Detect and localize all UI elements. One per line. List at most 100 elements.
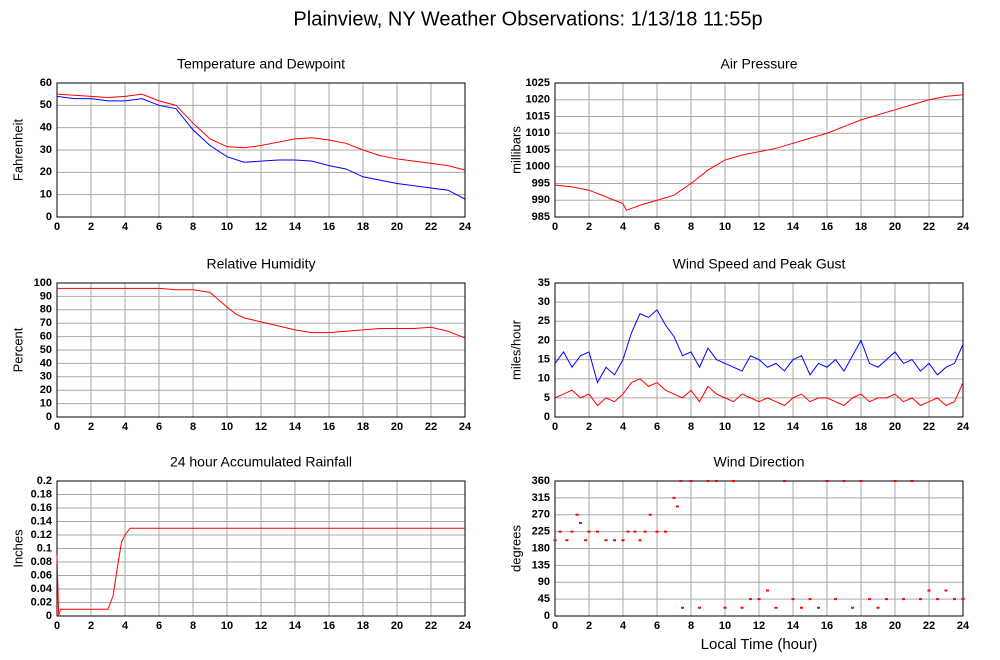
y-axis-label: Percent (10, 327, 25, 372)
x-tick-label: 14 (787, 620, 800, 632)
y-tick-label: 0 (46, 211, 52, 223)
point (596, 530, 599, 533)
y-axis-label: Fahrenheit (10, 119, 25, 182)
x-tick-label: 4 (620, 620, 627, 632)
y-tick-label: 25 (538, 315, 550, 327)
y-tick-label: 180 (532, 542, 550, 554)
series-line (56, 93, 466, 171)
y-tick-label: 5 (544, 392, 550, 404)
x-tick-label: 14 (787, 221, 800, 233)
point (715, 480, 718, 482)
point (961, 598, 965, 601)
x-tick-label: 0 (552, 620, 558, 632)
point (621, 539, 625, 542)
x-axis-label: Local Time (hour) (701, 636, 818, 653)
point (732, 480, 735, 482)
x-tick-label: 24 (459, 221, 472, 233)
y-tick-label: 10 (40, 398, 52, 410)
y-tick-label: 0.06 (31, 569, 52, 581)
x-tick-label: 4 (620, 421, 627, 433)
y-axis-label: miles/hour (508, 319, 523, 380)
panel-title: 24 hour Accumulated Rainfall (170, 454, 352, 470)
y-tick-label: 985 (532, 211, 550, 223)
x-tick-label: 20 (391, 620, 403, 632)
x-tick-label: 4 (122, 221, 129, 233)
y-tick-label: 1000 (526, 161, 550, 173)
x-tick-label: 22 (425, 620, 437, 632)
point (579, 522, 582, 524)
x-tick-label: 16 (323, 421, 335, 433)
x-tick-label: 18 (357, 421, 369, 433)
point (749, 598, 752, 601)
x-tick-label: 2 (88, 421, 94, 433)
panel-title: Temperature and Dewpoint (177, 56, 345, 72)
x-tick-label: 10 (221, 421, 233, 433)
x-tick-label: 10 (719, 421, 731, 433)
x-tick-label: 8 (190, 221, 196, 233)
x-tick-label: 20 (889, 221, 901, 233)
y-tick-label: 225 (532, 526, 550, 538)
y-axis-label: Inches (10, 529, 25, 568)
x-tick-label: 6 (156, 221, 162, 233)
point (587, 530, 591, 533)
y-tick-label: 270 (532, 509, 550, 521)
point (927, 589, 931, 592)
x-tick-label: 6 (156, 620, 162, 632)
x-tick-label: 14 (787, 421, 800, 433)
plot-frame (56, 82, 466, 218)
page-title: Plainview, NY Weather Observations: 1/13… (293, 8, 762, 30)
point (633, 530, 637, 533)
point (902, 598, 905, 601)
point (698, 606, 701, 609)
x-tick-label: 14 (289, 620, 302, 632)
y-tick-label: 100 (34, 277, 52, 289)
x-tick-label: 12 (753, 221, 765, 233)
x-tick-label: 8 (688, 421, 694, 433)
point (604, 539, 608, 542)
y-tick-label: 10 (40, 189, 52, 201)
x-tick-label: 12 (753, 421, 765, 433)
x-tick-label: 2 (586, 221, 592, 233)
point (706, 480, 710, 482)
x-tick-label: 10 (719, 221, 731, 233)
plot-frame (56, 282, 466, 418)
series-line (56, 95, 466, 200)
y-tick-label: 70 (40, 317, 52, 329)
point (638, 539, 642, 542)
point (664, 530, 667, 533)
x-tick-label: 2 (88, 620, 94, 632)
x-tick-label: 18 (855, 221, 867, 233)
y-tick-label: 60 (40, 77, 52, 89)
x-tick-label: 2 (586, 620, 592, 632)
x-tick-label: 16 (821, 620, 833, 632)
point (570, 530, 574, 533)
plot-frame (554, 82, 964, 218)
point (842, 480, 846, 482)
point (893, 480, 897, 482)
x-tick-label: 16 (323, 620, 335, 632)
y-tick-label: 20 (538, 334, 550, 346)
x-tick-label: 0 (54, 221, 60, 233)
point (834, 598, 837, 601)
y-tick-label: 0 (46, 411, 52, 423)
y-tick-label: 1005 (526, 144, 550, 156)
x-tick-label: 8 (688, 620, 694, 632)
x-tick-label: 18 (357, 221, 369, 233)
y-tick-label: 995 (532, 177, 550, 189)
y-tick-label: 35 (538, 277, 550, 289)
x-tick-label: 16 (821, 221, 833, 233)
x-tick-label: 24 (459, 421, 472, 433)
x-tick-label: 24 (957, 421, 970, 433)
y-tick-label: 90 (538, 576, 550, 588)
point (825, 480, 829, 482)
y-tick-label: 0.1 (37, 542, 52, 554)
plot-frame (56, 480, 466, 617)
x-tick-label: 0 (54, 620, 60, 632)
point (681, 606, 684, 609)
point (679, 480, 683, 482)
x-tick-label: 22 (425, 221, 437, 233)
x-tick-label: 6 (156, 421, 162, 433)
point (648, 513, 652, 516)
y-tick-label: 0.16 (31, 502, 52, 514)
